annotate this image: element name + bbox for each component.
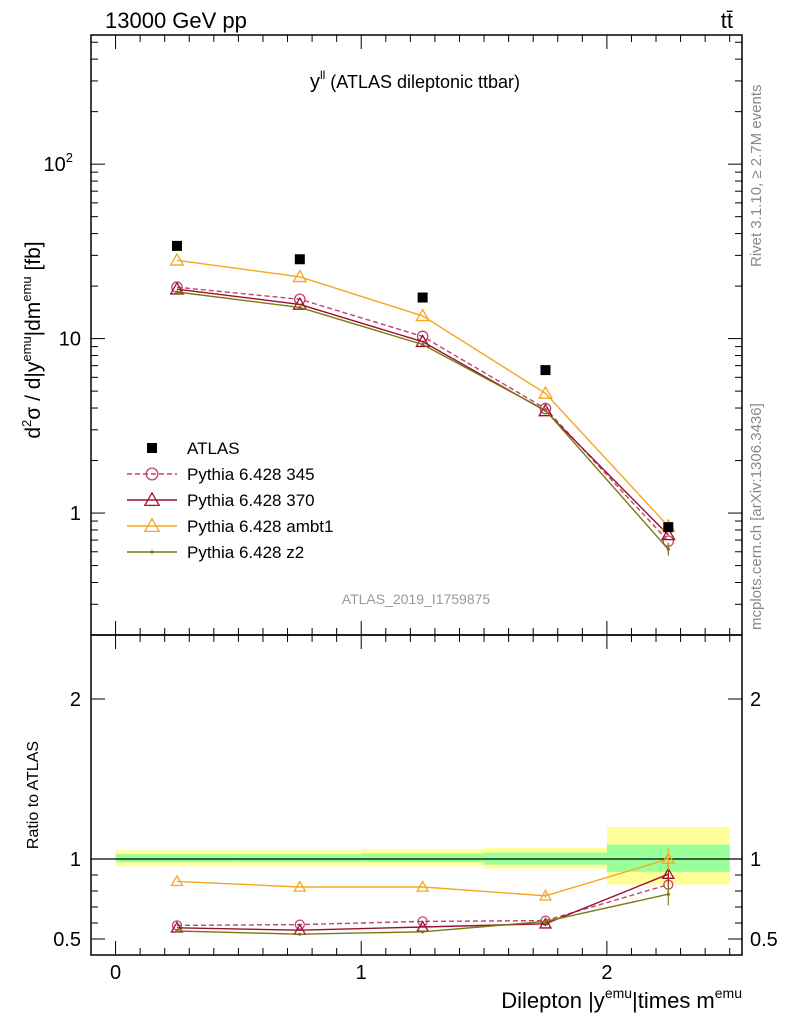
data-point-circle <box>145 467 159 481</box>
main-ylabel-sup1: 2 <box>19 420 34 427</box>
data-point-triangle <box>538 403 553 417</box>
data-point-square <box>147 443 157 453</box>
rivet-side-label: Rivet 3.1.10, ≥ 2.7M events <box>748 85 765 268</box>
header-left-label: 13000 GeV pp <box>105 8 247 33</box>
main-series-group <box>169 240 676 556</box>
ratio-panel: 0.5 0.5 1 1 2 2 0 1 2 Ratio to ATLAS Dilepton |y… <box>25 634 778 1013</box>
ratio-stat-band <box>238 854 362 863</box>
data-point-dot <box>421 930 425 934</box>
main-ytick-label: 10 <box>59 329 81 351</box>
main-title-rest: (ATLAS dileptonic ttbar) <box>325 72 520 92</box>
xtick-label: 0 <box>110 962 121 984</box>
data-point-triangle <box>292 296 308 310</box>
xlabel-sup2: emu <box>715 985 742 1001</box>
data-point-square <box>171 240 182 251</box>
data-point-square <box>417 292 428 303</box>
legend-item: ATLAS <box>147 439 240 458</box>
ratio-stat-band <box>115 854 239 863</box>
xlabel-sup1: emu <box>605 985 632 1001</box>
main-ylabel-sup2: emu <box>19 336 34 361</box>
ratio-uncertainty-bands <box>91 827 742 885</box>
ratio-ytick-label-left: 2 <box>70 689 81 711</box>
watermark-label: ATLAS_2019_I1759875 <box>342 591 491 607</box>
ratio-ytick-label-right: 0.5 <box>750 929 778 951</box>
data-point-square <box>663 522 674 533</box>
series-line <box>176 873 669 931</box>
data-point-triangle <box>170 874 184 887</box>
data-point-triangle <box>169 281 185 295</box>
data-point-triangle <box>538 916 553 929</box>
main-ytick-label: 1 <box>70 503 81 525</box>
data-point-dot <box>175 290 179 294</box>
data-point-dot <box>175 929 179 933</box>
data-point-triangle <box>143 491 161 507</box>
series-line <box>176 288 669 536</box>
mcplots-side-label: mcplots.cern.ch [arXiv:1306.3436] <box>748 403 765 630</box>
xlabel-a: Dilepton |y <box>501 988 605 1013</box>
main-ylabel-sup3: emu <box>19 276 34 301</box>
data-point-circle <box>294 919 305 930</box>
legend-label: Pythia 6.428 370 <box>187 491 315 510</box>
ratio-ticks: 0.5 0.5 1 1 2 2 0 1 2 <box>53 635 778 984</box>
ratio-series-group <box>170 847 675 936</box>
main-ytick-label-exp: 2 <box>66 150 73 165</box>
main-title-y: y <box>310 71 320 93</box>
ratio-ytick-label-right: 2 <box>750 689 761 711</box>
main-ytick-label: 102 <box>44 150 73 176</box>
data-point-circle <box>417 916 428 927</box>
xtick-label: 2 <box>601 962 612 984</box>
series-line <box>176 858 669 897</box>
xtick-label: 1 <box>356 962 367 984</box>
legend-label: Pythia 6.428 z2 <box>187 543 304 562</box>
data-point-triangle <box>293 880 307 892</box>
header-right-label: tt̄ <box>721 8 733 33</box>
data-point-dot <box>298 932 302 936</box>
legend: ATLAS Pythia 6.428 345 Pythia 6.428 370 Pyt… <box>127 439 333 562</box>
ratio-ytick-label-left: 1 <box>70 849 81 871</box>
data-point-dot <box>298 305 302 309</box>
ratio-stat-band <box>361 853 485 863</box>
main-ytick-label-base: 10 <box>44 154 66 176</box>
data-point-triangle <box>169 252 185 266</box>
data-point-triangle <box>660 527 676 541</box>
data-point-square <box>540 365 551 376</box>
main-ylabel-mid2: |dm <box>22 302 45 337</box>
series-line <box>176 893 669 935</box>
data-point-triangle <box>538 888 553 901</box>
main-ylabel-d: d <box>22 427 45 439</box>
ratio-ytick-label-left: 0.5 <box>53 929 81 951</box>
data-point-dot <box>543 408 548 412</box>
ratio-plot-frame <box>90 634 743 956</box>
x-axis-label: Dilepton |yemu|times memu <box>501 985 742 1013</box>
main-ylabel: d2σ / d|yemu|dmemu [fb] <box>19 241 45 438</box>
legend-label: Pythia 6.428 345 <box>187 465 315 484</box>
data-point-triangle <box>415 334 431 348</box>
main-title: yll (ATLAS dileptonic ttbar) <box>310 68 520 93</box>
ratio-ylabel: Ratio to ATLAS <box>25 741 42 849</box>
main-ylabel-end: [fb] <box>22 241 45 276</box>
data-point-dot <box>150 550 154 554</box>
ratio-ytick-label-right: 1 <box>750 849 761 871</box>
data-point-triangle <box>538 385 553 399</box>
data-point-triangle <box>415 308 431 322</box>
main-ylabel-mid: σ / d|y <box>22 361 45 420</box>
data-point-triangle <box>292 269 308 283</box>
legend-label: Pythia 6.428 ambt1 <box>187 517 333 536</box>
data-point-triangle <box>416 880 430 892</box>
legend-item: Pythia 6.428 z2 <box>127 543 304 562</box>
xlabel-b: |times m <box>632 988 715 1013</box>
data-point-dot <box>421 342 425 347</box>
series-line <box>176 259 669 527</box>
data-point-square <box>294 254 305 265</box>
main-title-sup: ll <box>320 68 325 82</box>
legend-item: Pythia 6.428 ambt1 <box>127 517 333 536</box>
legend-label: ATLAS <box>187 439 240 458</box>
data-point-triangle <box>143 517 161 533</box>
legend-item: Pythia 6.428 370 <box>127 491 315 510</box>
series-line <box>176 883 669 927</box>
legend-item: Pythia 6.428 345 <box>127 465 315 484</box>
